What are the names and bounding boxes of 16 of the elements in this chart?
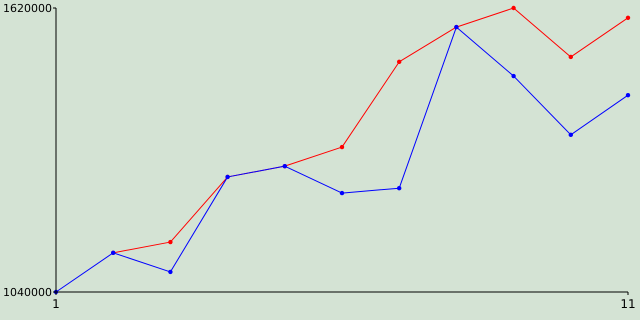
point [568, 132, 573, 138]
point [340, 190, 344, 196]
point [397, 60, 402, 64]
point [511, 6, 516, 10]
x-tick-label: 11 [620, 297, 636, 311]
point [568, 54, 573, 60]
y-tick-label: 1040000 [3, 286, 52, 299]
y-tick-label: 1620000 [3, 2, 52, 15]
x-tick-label: 1 [52, 297, 60, 311]
point [626, 92, 630, 98]
point [626, 16, 630, 20]
point [168, 270, 173, 274]
point [340, 144, 344, 150]
point [511, 74, 516, 78]
point [168, 240, 173, 244]
point [397, 186, 402, 190]
